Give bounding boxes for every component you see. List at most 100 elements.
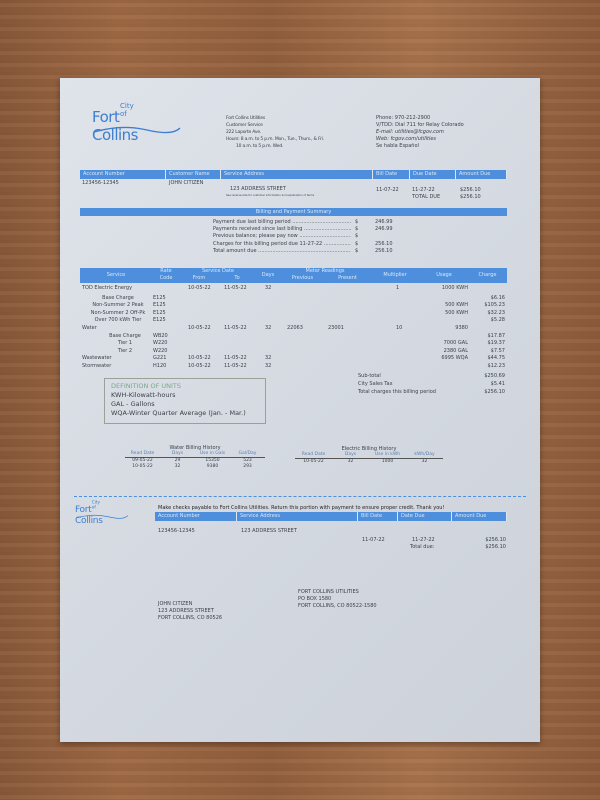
- service-name: Base Charge: [109, 332, 141, 339]
- customer-address-line: JOHN CITIZEN: [158, 601, 193, 607]
- service-name: Over 700 kWh Tier: [94, 317, 142, 324]
- contact-line: E-mail: utilities@fcgov.com: [376, 129, 444, 135]
- usage: 6995 WQA: [441, 355, 468, 362]
- contact-line: 222 Laporte Ave.: [226, 130, 262, 135]
- history-column-header: Read Date: [301, 452, 326, 457]
- charge: $44.75: [487, 355, 506, 362]
- total-label: City Sales Tax: [358, 381, 393, 387]
- usage: 500 KWH: [445, 302, 468, 309]
- stub-bill-date: 11-07-22: [362, 537, 385, 543]
- charge: $7.57: [490, 347, 505, 354]
- column-header-charge: Charge: [478, 272, 497, 278]
- definitions-title: DEFINITION OF UNITS: [111, 382, 182, 390]
- total-value: $250.69: [484, 373, 505, 379]
- service-name: Wastewater: [82, 355, 112, 362]
- history-column-header: Days: [171, 451, 184, 456]
- history-title: Water Billing History: [169, 445, 221, 451]
- history-column-header: kWh/Day: [414, 452, 435, 457]
- days: 32: [265, 285, 272, 291]
- usage: 2380 GAL: [443, 347, 468, 354]
- column-header: Account Number: [155, 512, 237, 521]
- from-date: 10-05-22: [188, 325, 211, 331]
- total-label: Sub-total: [358, 373, 381, 379]
- tear-line: [74, 496, 526, 497]
- column-header: Amount Due: [452, 512, 507, 521]
- definition-of-units-box: DEFINITION OF UNITS KWH-Kilowatt-hours G…: [104, 378, 266, 424]
- column-header: Bill Date: [358, 512, 398, 521]
- stub-total-label: Total due:: [410, 544, 435, 550]
- currency-symbol: $: [355, 240, 359, 247]
- charge: $32.23: [487, 309, 506, 316]
- rate-code: E125: [153, 309, 166, 316]
- charge: $6.16: [490, 294, 505, 301]
- to-date: 11-05-22: [224, 363, 247, 369]
- logo-wave-icon: [93, 126, 181, 134]
- multiplier: 1: [396, 285, 400, 291]
- remit-line: FORT COLLINS, CO 80522-1580: [298, 603, 377, 609]
- customer-name: JOHN CITIZEN: [169, 180, 204, 186]
- service-name: TOD Electric Energy: [82, 285, 133, 291]
- history-cell: 1000: [381, 459, 394, 464]
- contact-line: Customer Service: [226, 123, 263, 128]
- currency-symbol: $: [355, 233, 359, 240]
- stub-date-due: 11-27-22: [412, 537, 435, 543]
- column-header-days: Days: [261, 272, 275, 278]
- history-column-header: Gal/Day: [238, 451, 257, 456]
- charge: $19.37: [487, 340, 506, 347]
- history-cell: 09-05-22: [132, 458, 153, 463]
- utility-bill: City of Fort Collins Fort Collins Utiliti…: [60, 78, 540, 742]
- history-header: Read Date Days Use in Gals Gal/Day: [125, 451, 265, 458]
- days: 32: [265, 355, 272, 362]
- bill-date: 11-07-22: [376, 187, 399, 193]
- contact-line: 10 a.m. to 5 p.m. Wed.: [236, 144, 284, 149]
- history-column-header: Read Date: [130, 451, 155, 456]
- history-row: 10-05-22 32 9380 293: [125, 464, 265, 470]
- column-header-to: To: [234, 275, 240, 281]
- column-header-service: Service: [106, 272, 126, 278]
- service-address: 123 ADDRESS STREET: [230, 186, 286, 192]
- usage: 7000 GAL: [443, 340, 468, 347]
- history-column-header: Days: [344, 452, 357, 457]
- summary-value: 256.10: [375, 247, 393, 254]
- water-billing-history: Water Billing History Read Date Days Use in…: [125, 445, 265, 470]
- account-number: 123456-12345: [82, 180, 119, 186]
- contact-line: V/TDD: Dial 711 for Relay Colorado: [376, 122, 464, 128]
- due-date: 11-27-22: [412, 187, 435, 193]
- history-cell: 523: [243, 458, 252, 463]
- service-table-header: Service Rate Code Service Date From To Days Met…: [80, 268, 507, 283]
- summary-label: Payments received since last billing ...…: [213, 226, 351, 233]
- rate-code: H120: [153, 363, 167, 369]
- column-header-present: Present: [338, 275, 357, 281]
- total-due-label: TOTAL DUE: [412, 194, 441, 200]
- rate-code: G221: [153, 355, 167, 362]
- to-date: 11-05-22: [224, 355, 247, 362]
- account-header-bar: Account Number Customer Name Service Addre…: [80, 170, 507, 179]
- column-header: Customer Name: [166, 170, 221, 179]
- reverse-side-note: See reverse side for customer informatio…: [226, 194, 315, 197]
- stub-amount-due: $256.10: [485, 537, 506, 543]
- electric-billing-history: Electric Billing History Read Date Days Use…: [295, 446, 443, 465]
- logo-wave-icon: [76, 514, 129, 519]
- usage: 9380: [455, 325, 468, 331]
- contact-line: Fort Collins Utilities: [226, 116, 266, 121]
- history-row: 09-05-22 29 15350 523: [125, 458, 265, 464]
- column-header-rate: Rate: [160, 268, 172, 274]
- stub-service-address: 123 ADDRESS STREET: [241, 528, 297, 534]
- history-cell: 32: [347, 459, 354, 464]
- service-name: Non-Summer 2 Peak: [92, 302, 144, 309]
- history-cell: 10-05-22: [132, 464, 153, 469]
- history-cell: 15350: [205, 458, 220, 463]
- summary-value: 246.99: [375, 219, 393, 225]
- total-value: $5.41: [490, 381, 505, 387]
- total-value: $256.10: [484, 389, 505, 395]
- summary-label: Previous balance; please pay now .......…: [213, 233, 351, 240]
- contact-line: Web: fcgov.com/utilities: [376, 136, 437, 142]
- contact-line: Hours: 8 a.m. to 5 p.m. Mon., Tue., Thur…: [226, 137, 325, 142]
- column-header: Account Number: [80, 170, 166, 179]
- rate-code: WB20: [153, 332, 168, 339]
- history-column-header: Use in Gals: [199, 451, 226, 456]
- amount-due: $256.10: [460, 187, 481, 193]
- usage: 500 KWH: [445, 309, 468, 316]
- definition-item: GAL - Gallons: [111, 400, 155, 408]
- days: 32: [265, 363, 272, 369]
